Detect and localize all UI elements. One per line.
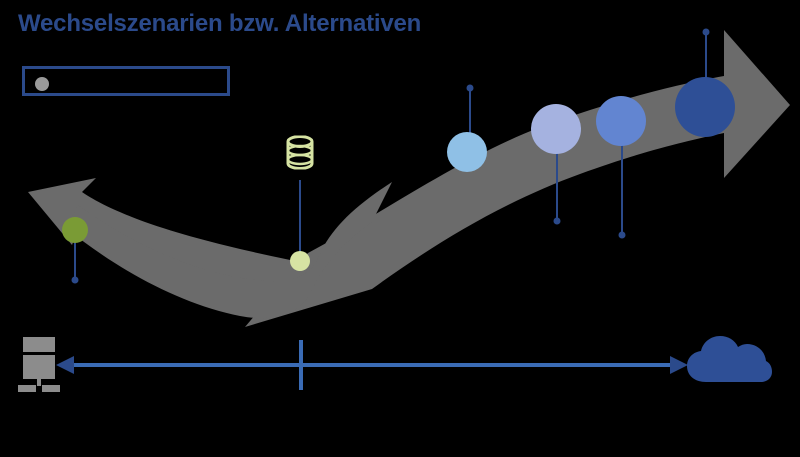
node-bubble-6[interactable]	[675, 77, 735, 137]
axis-line	[72, 363, 680, 367]
pin-dot-node-4	[553, 217, 561, 225]
arrow-left-head-body	[28, 178, 308, 300]
database-icon	[285, 135, 315, 175]
pin-line-node-3	[469, 88, 471, 154]
pin-dot-node-3	[466, 84, 474, 92]
arrow-right-head-body	[245, 30, 790, 327]
axis-arrowhead-right	[670, 356, 688, 374]
server-icon	[18, 337, 60, 392]
node-bubble-5[interactable]	[596, 96, 646, 146]
axis-midpoint-tick	[299, 340, 303, 390]
node-bubble-1[interactable]	[62, 217, 88, 243]
axis-arrowhead-left	[56, 356, 74, 374]
pin-line-node-2	[299, 180, 301, 262]
pin-dot-node-1	[71, 276, 79, 284]
pin-line-node-5	[621, 121, 623, 235]
pin-dot-node-6	[702, 28, 710, 36]
cloud-icon	[687, 336, 772, 382]
pin-line-node-1	[74, 230, 76, 280]
legend-box	[22, 66, 230, 96]
pin-line-node-4	[556, 129, 558, 221]
node-bubble-3[interactable]	[447, 132, 487, 172]
pin-dot-node-5	[618, 231, 626, 239]
node-bubble-4[interactable]	[531, 104, 581, 154]
arrow-dip-band	[66, 182, 392, 319]
legend-swatch-icon	[35, 77, 49, 91]
node-bubble-2[interactable]	[290, 251, 310, 271]
pin-line-node-6	[705, 32, 707, 110]
page-title: Wechselszenarien bzw. Alternativen	[18, 10, 422, 37]
